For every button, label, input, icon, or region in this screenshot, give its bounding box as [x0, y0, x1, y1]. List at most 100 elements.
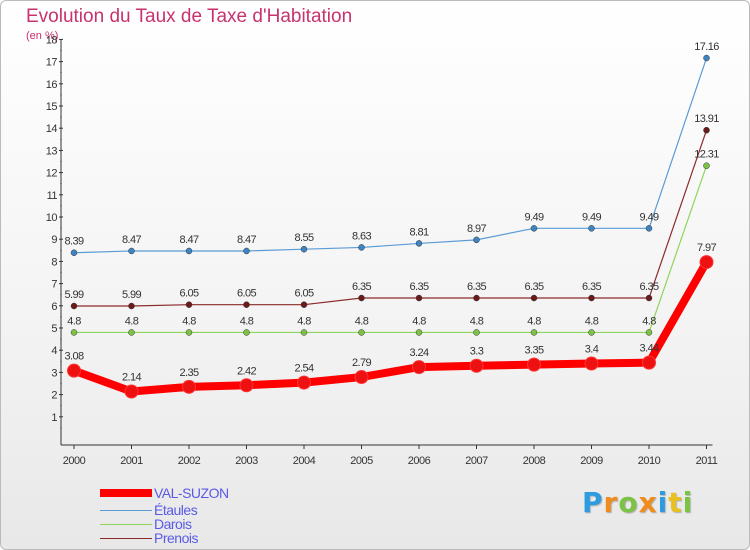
data-point [124, 384, 139, 399]
data-label: 2.14 [122, 371, 141, 383]
data-label: 8.39 [64, 236, 83, 248]
data-point [527, 357, 541, 372]
y-tick-label: 5 [51, 323, 57, 335]
data-point [185, 301, 193, 308]
data-point [70, 249, 78, 256]
data-point [243, 329, 250, 336]
y-tick-label: 2 [51, 390, 57, 402]
data-point [473, 236, 480, 244]
chart-subtitle: (en %) [26, 30, 59, 42]
data-point [297, 375, 311, 390]
data-label: 3.24 [409, 347, 428, 359]
x-tick-label: 2010 [638, 455, 661, 467]
data-label: 4.8 [182, 315, 196, 327]
data-label: 4.8 [527, 315, 541, 327]
data-label: 8.47 [237, 234, 256, 246]
legend-item-prenois: Prenois [100, 530, 198, 546]
series-line-étaules [73, 57, 708, 254]
legend-swatch-etaules [100, 509, 152, 511]
legend-item-val-suzon: VAL-SUZON [100, 485, 229, 501]
x-tick-label: 2008 [523, 455, 546, 467]
data-point [415, 294, 423, 302]
y-tick-label: 18 [46, 34, 58, 46]
data-point [703, 54, 710, 62]
series-line-prenois [73, 129, 708, 307]
data-point [70, 302, 78, 310]
x-tick-label: 2011 [696, 455, 718, 467]
y-tick-label: 9 [51, 234, 57, 246]
logo-letter: r [603, 486, 619, 519]
data-point [469, 358, 484, 373]
x-tick-label: 2000 [63, 455, 86, 467]
y-tick-label: 13 [46, 145, 58, 157]
data-label: 3.4 [585, 344, 599, 356]
logo-letter: o [618, 486, 639, 519]
data-point [473, 329, 480, 336]
data-label: 5.99 [64, 289, 83, 301]
data-point [473, 294, 480, 302]
data-label: 2.54 [294, 363, 313, 375]
data-label: 4.8 [67, 315, 81, 327]
data-point [358, 329, 365, 336]
data-point [358, 294, 365, 302]
data-label: 4.8 [642, 315, 656, 327]
data-point [699, 255, 714, 270]
logo-letter: t [668, 486, 683, 519]
data-point [530, 294, 538, 302]
data-label: 2.42 [237, 365, 256, 377]
data-point [530, 225, 538, 232]
legend-label-darois: Darois [154, 516, 192, 532]
data-point [588, 329, 595, 336]
y-tick-label: 6 [51, 301, 57, 313]
data-label: 6.35 [639, 281, 658, 293]
data-point [645, 225, 653, 232]
data-point [182, 379, 196, 394]
legend-label-etaules: Étaules [154, 502, 198, 518]
data-label: 4.8 [412, 315, 426, 327]
data-point [358, 244, 365, 251]
chart-title: Evolution du Taux de Taxe d'Habitation [26, 6, 353, 27]
data-label: 8.55 [294, 232, 313, 244]
data-label: 6.35 [524, 281, 543, 293]
data-point [300, 301, 308, 308]
data-label: 2.79 [352, 357, 371, 369]
data-label: 4.8 [125, 315, 139, 327]
data-label: 4.8 [470, 315, 484, 327]
data-label: 17.16 [694, 41, 719, 53]
x-tick-label: 2002 [178, 455, 201, 467]
data-point [185, 247, 193, 255]
legend-label-prenois: Prenois [154, 530, 198, 546]
data-label: 3.44 [639, 343, 658, 355]
legend-swatch-val-suzon [100, 489, 152, 497]
data-point [645, 294, 653, 302]
y-tick-label: 17 [46, 57, 58, 69]
data-label: 7.97 [697, 242, 716, 254]
legend-swatch-prenois [100, 537, 152, 539]
data-point [185, 329, 193, 336]
series-line-val-suzon [70, 258, 711, 396]
data-point [703, 126, 710, 134]
data-label: 6.35 [467, 281, 486, 293]
data-point [703, 162, 710, 169]
data-label: 6.05 [179, 288, 198, 300]
data-label: 6.35 [409, 281, 428, 293]
data-label: 4.8 [585, 315, 599, 327]
data-label: 12.31 [694, 149, 719, 161]
data-label: 9.49 [582, 211, 601, 223]
data-label: 13.91 [694, 113, 719, 125]
data-point [354, 370, 369, 385]
x-tick-label: 2001 [120, 455, 143, 467]
series-line-darois [73, 165, 708, 334]
y-tick-label: 14 [46, 123, 58, 135]
logo-letter: i [657, 486, 669, 519]
legend-label-val-suzon: VAL-SUZON [154, 485, 229, 501]
data-label: 8.97 [467, 223, 486, 235]
data-point [412, 360, 426, 375]
data-label: 8.47 [179, 234, 198, 246]
data-point [239, 378, 254, 393]
data-point [584, 356, 599, 371]
legend-item-etaules: Étaules [100, 502, 198, 518]
data-point [415, 240, 423, 247]
